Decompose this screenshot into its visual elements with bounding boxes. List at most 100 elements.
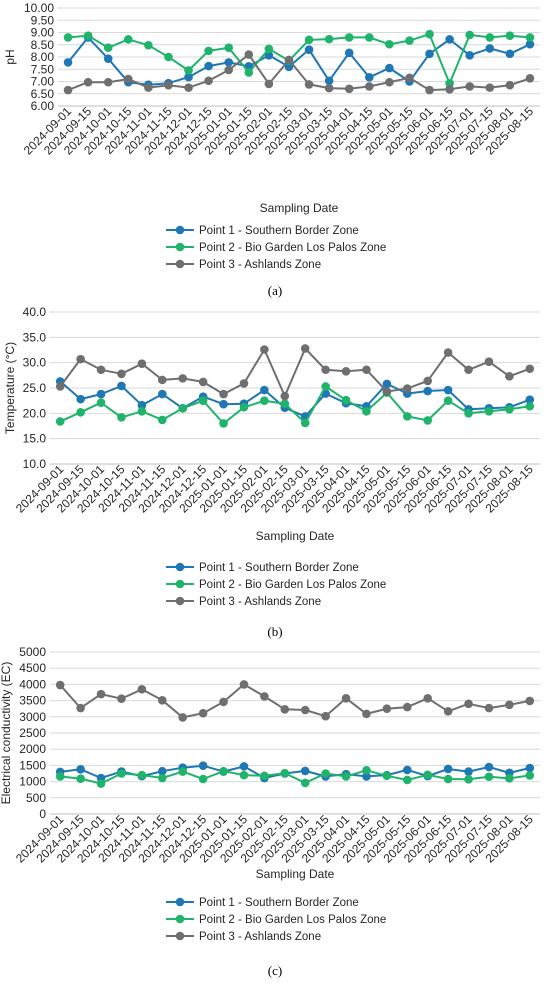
ec-data-point-point2 bbox=[117, 769, 126, 778]
ec-x-axis-label: Sampling Date bbox=[256, 867, 335, 881]
ph-data-point-point1 bbox=[103, 54, 113, 64]
ph-data-point-point3 bbox=[264, 79, 274, 89]
ec-data-point-point3 bbox=[423, 694, 433, 703]
ph-data-point-point1 bbox=[465, 50, 475, 60]
ec-data-point-point2 bbox=[96, 779, 106, 788]
caption-a: (a) bbox=[268, 283, 282, 298]
ec-data-point-point3 bbox=[464, 699, 473, 709]
ph-y-tick-label: 7.50 bbox=[31, 62, 55, 76]
ph-data-point-point3 bbox=[364, 82, 374, 91]
ph-data-point-point1 bbox=[344, 48, 354, 58]
ph-data-point-point2 bbox=[364, 33, 374, 42]
temp-data-point-point3 bbox=[505, 372, 514, 381]
temp-legend-label: Point 3 - Ashlands Zone bbox=[199, 596, 321, 608]
ph-data-point-point2 bbox=[144, 40, 153, 50]
ec-data-point-point2 bbox=[157, 773, 167, 783]
ph-data-point-point1 bbox=[204, 61, 213, 71]
temp-data-point-point1 bbox=[219, 399, 228, 409]
ec-data-point-point2 bbox=[219, 766, 228, 776]
temp-legend-entry-point2: Point 2 - Bio Garden Los Palos Zone bbox=[166, 579, 386, 591]
ph-y-tick-label: 9.00 bbox=[31, 26, 55, 40]
temp-legend-label: Point 1 - Southern Border Zone bbox=[199, 562, 359, 574]
temp-data-point-point1 bbox=[423, 386, 433, 396]
ph-legend-entry-point2: Point 2 - Bio Garden Los Palos Zone bbox=[166, 242, 386, 254]
ec-data-point-point1 bbox=[525, 763, 535, 773]
ph-data-point-point1 bbox=[63, 58, 73, 67]
ph-data-point-point3 bbox=[445, 85, 454, 94]
ph-data-point-point3 bbox=[83, 77, 93, 87]
ec-data-point-point3 bbox=[362, 709, 371, 719]
ph-data-point-point2 bbox=[204, 46, 213, 56]
ec-y-tick-label: 4000 bbox=[19, 677, 46, 691]
ph-data-point-point3 bbox=[425, 85, 434, 95]
temp-data-point-point2 bbox=[362, 407, 371, 416]
ec-data-point-point3 bbox=[260, 692, 269, 701]
temp-data-point-point2 bbox=[178, 403, 188, 413]
ec-data-point-point3 bbox=[402, 702, 412, 712]
temp-y-tick-label: 35.0 bbox=[23, 330, 47, 344]
ec-data-point-point1 bbox=[76, 764, 85, 774]
ph-legend-swatch-marker bbox=[175, 225, 185, 235]
temp-x-axis-label: Sampling Date bbox=[256, 529, 335, 543]
temp-data-point-point1 bbox=[260, 385, 269, 395]
ec-legend-label: Point 1 - Southern Border Zone bbox=[199, 897, 359, 909]
ec-y-tick-label: 4500 bbox=[19, 661, 46, 675]
ec-data-point-point2 bbox=[525, 771, 535, 780]
temp-data-point-point3 bbox=[219, 389, 228, 399]
ph-data-point-point3 bbox=[144, 83, 153, 92]
ph-data-point-point2 bbox=[445, 79, 454, 88]
ec-data-point-point3 bbox=[178, 713, 188, 722]
ph-data-point-point2 bbox=[425, 29, 434, 39]
ph-data-point-point1 bbox=[485, 44, 495, 53]
temp-data-point-point2 bbox=[76, 408, 85, 417]
temp-data-point-point3 bbox=[382, 387, 392, 396]
ph-data-point-point3 bbox=[204, 76, 213, 86]
ec-y-tick-label: 1500 bbox=[19, 758, 46, 772]
ec-data-point-point2 bbox=[505, 774, 514, 783]
temp-data-point-point2 bbox=[198, 396, 208, 405]
ph-data-point-point1 bbox=[284, 62, 294, 72]
ec-data-point-point2 bbox=[280, 768, 290, 778]
ec-data-point-point1 bbox=[157, 766, 167, 776]
temp-y-tick-label: 25.0 bbox=[23, 381, 47, 395]
ph-legend-label: Point 1 - Southern Border Zone bbox=[199, 225, 359, 237]
ph-y-axis-label: pH bbox=[3, 49, 17, 64]
temp-y-tick-label: 20.0 bbox=[23, 406, 47, 420]
temp-y-tick-label: 40.0 bbox=[23, 305, 47, 319]
ec-data-point-point1 bbox=[362, 772, 371, 781]
ph-legend-entry-point3: Point 3 - Ashlands Zone bbox=[166, 259, 321, 271]
temp-data-point-point2 bbox=[464, 409, 473, 418]
ec-legend-swatch-marker bbox=[175, 914, 185, 924]
ph-data-point-point2 bbox=[465, 30, 475, 40]
ec-data-point-point3 bbox=[198, 708, 208, 718]
ec-data-point-point1 bbox=[402, 765, 412, 775]
ec-data-point-point2 bbox=[321, 769, 330, 778]
ec-data-point-point3 bbox=[137, 684, 147, 694]
temp-data-point-point3 bbox=[260, 345, 269, 354]
ph-data-point-point3 bbox=[123, 74, 133, 84]
temp-y-tick-label: 15.0 bbox=[23, 432, 47, 446]
temp-series-line-point3 bbox=[59, 347, 531, 398]
ph-data-point-point3 bbox=[525, 74, 535, 83]
caption-c: (c) bbox=[268, 963, 282, 978]
ec-data-point-point2 bbox=[464, 775, 473, 784]
ec-data-point-point2 bbox=[198, 774, 208, 784]
ph-data-point-point1 bbox=[425, 49, 434, 59]
temp-legend-label: Point 2 - Bio Garden Los Palos Zone bbox=[199, 579, 386, 591]
temp-data-point-point1 bbox=[137, 400, 147, 410]
ph-legend-swatch-marker bbox=[175, 242, 185, 252]
ph-data-point-point2 bbox=[385, 39, 394, 49]
ph-data-point-point1 bbox=[445, 35, 454, 44]
ph-x-axis-label: Sampling Date bbox=[260, 201, 339, 215]
temp-data-point-point2 bbox=[300, 418, 310, 428]
temp-data-point-point3 bbox=[321, 365, 330, 375]
temp-data-point-point3 bbox=[280, 391, 290, 401]
ec-y-tick-label: 3500 bbox=[19, 694, 46, 708]
ec-data-point-point1 bbox=[300, 766, 310, 776]
ph-data-point-point3 bbox=[324, 83, 334, 93]
ph-data-point-point1 bbox=[304, 45, 314, 54]
temp-data-point-point2 bbox=[137, 407, 147, 416]
ec-data-point-point3 bbox=[280, 705, 290, 714]
caption-b: (b) bbox=[267, 624, 282, 639]
ph-data-point-point1 bbox=[525, 39, 535, 49]
